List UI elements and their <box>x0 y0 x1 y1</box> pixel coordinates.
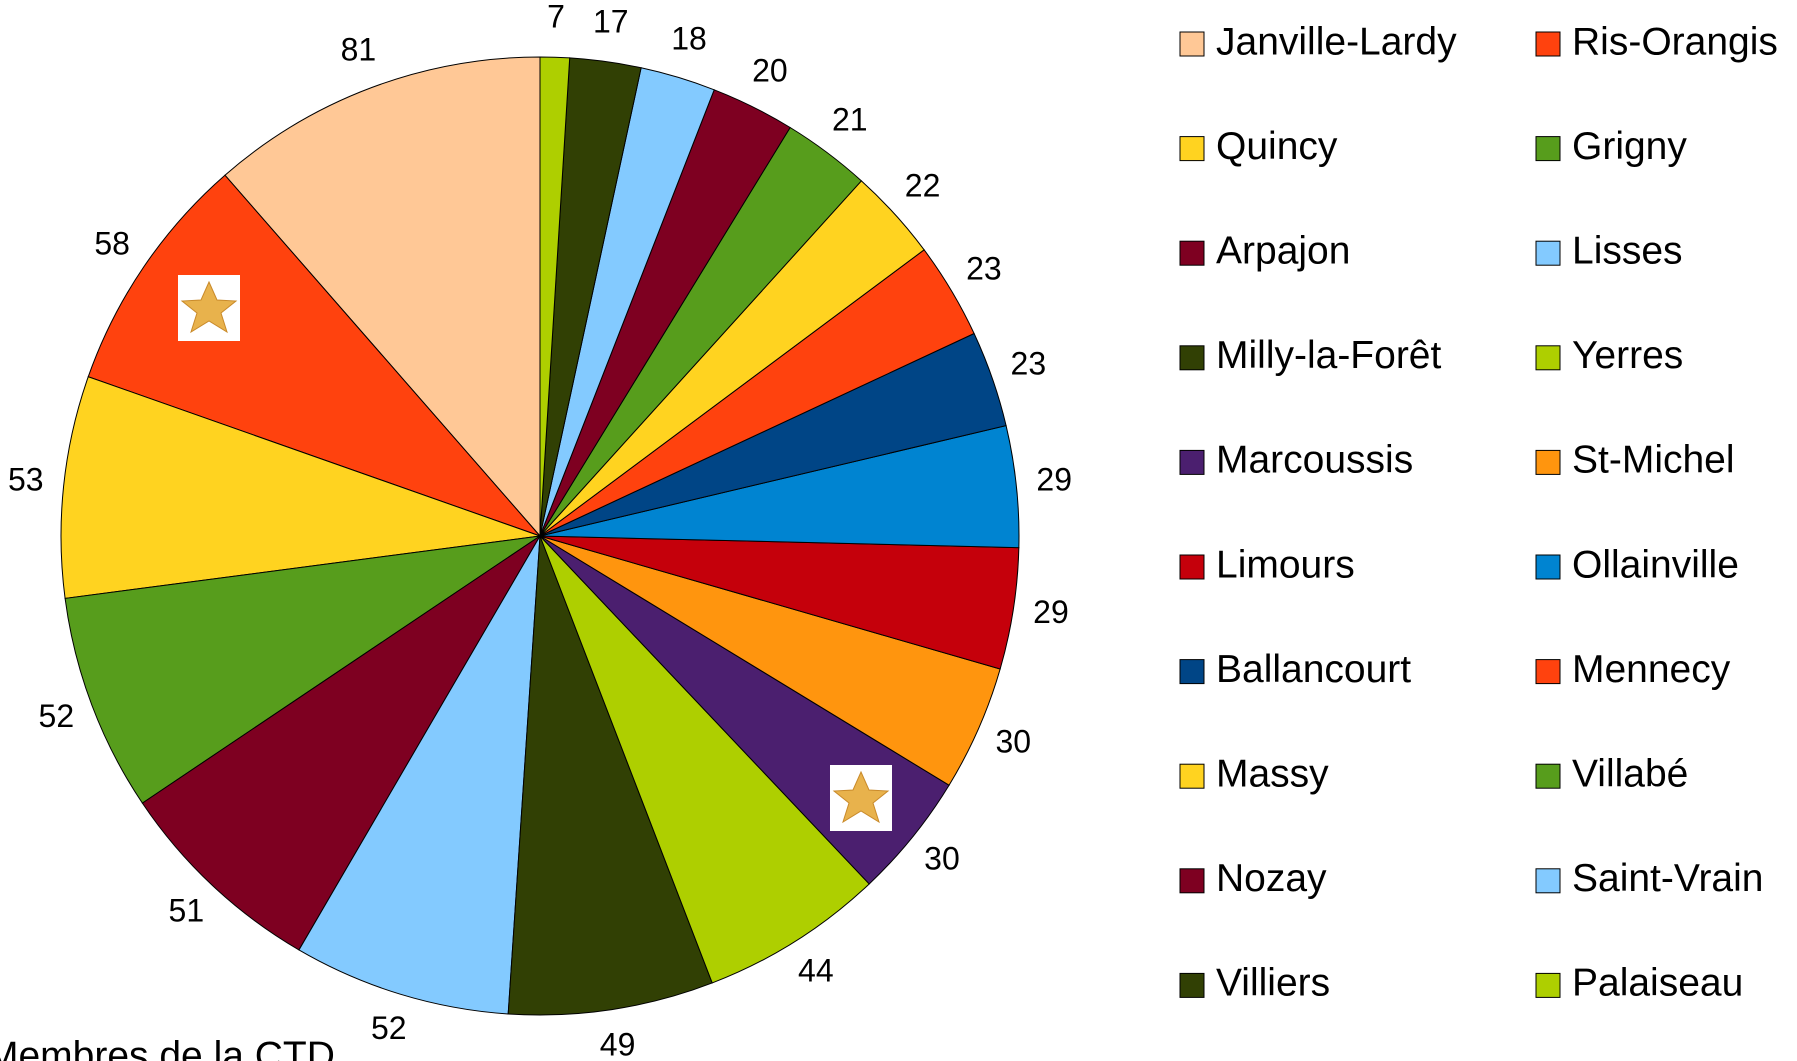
value-label: 51 <box>169 893 205 929</box>
legend-label: Janville-Lardy <box>1216 20 1457 63</box>
value-label: 21 <box>832 102 868 138</box>
legend-swatch <box>1179 31 1205 57</box>
value-label: 22 <box>905 168 941 204</box>
value-label: 49 <box>600 1027 636 1061</box>
legend-label: Ris-Orangis <box>1572 20 1778 63</box>
legend-label: Lisses <box>1572 229 1683 272</box>
legend-swatch <box>1535 449 1561 475</box>
value-label: 23 <box>1011 346 1047 382</box>
value-label: 17 <box>593 3 629 39</box>
legend-swatch <box>1179 554 1205 580</box>
legend-label: St-Michel <box>1572 439 1735 482</box>
legend-swatch <box>1179 240 1205 266</box>
legend-label: Quincy <box>1216 125 1338 168</box>
legend-swatch <box>1535 763 1561 789</box>
legend-label: Saint-Vrain <box>1572 857 1763 900</box>
pie-slice <box>64 535 541 804</box>
legend-swatch <box>1179 972 1205 998</box>
legend-label: Arpajon <box>1216 229 1350 272</box>
legend-label: Mennecy <box>1572 648 1731 691</box>
value-label: 23 <box>966 250 1002 286</box>
value-label: 58 <box>94 225 130 261</box>
value-label: 29 <box>1033 594 1069 630</box>
pie-slice <box>298 535 541 1015</box>
value-label: 30 <box>924 841 960 877</box>
legend-swatch <box>1535 659 1561 685</box>
legend-label: Ballancourt <box>1216 648 1411 691</box>
legend-swatch <box>1179 136 1205 162</box>
value-label: 30 <box>995 724 1031 760</box>
star-icon <box>830 765 892 831</box>
legend-swatch <box>1179 763 1205 789</box>
pie-slice <box>539 56 571 537</box>
value-label: 44 <box>798 953 834 989</box>
slices <box>60 56 1020 1016</box>
value-labels: 81 58 53 52 51 52 49 44 30 30 29 29 23 23 22 21 20 18 17 7 <box>8 0 1072 1061</box>
legend-swatch <box>1535 31 1561 57</box>
legend-swatch <box>1535 868 1561 894</box>
legend-label: Villiers <box>1216 962 1330 1005</box>
value-label: 52 <box>371 1010 407 1046</box>
legend-swatch <box>1535 345 1561 371</box>
legend-swatch <box>1535 240 1561 266</box>
value-label: 53 <box>8 462 44 498</box>
legend-label: Marcoussis <box>1216 439 1413 482</box>
legend-label: Grigny <box>1572 125 1687 168</box>
legend-label: Massy <box>1216 752 1329 795</box>
legend-swatch <box>1179 345 1205 371</box>
pie-slice <box>87 174 542 538</box>
legend-label: Nozay <box>1216 857 1327 900</box>
legend-label: Yerres <box>1572 334 1683 377</box>
value-label: 81 <box>341 31 377 67</box>
value-label: 20 <box>752 52 788 88</box>
legend-label: Milly-la-Forêt <box>1216 334 1442 377</box>
legend-swatch <box>1535 972 1561 998</box>
pie-slice <box>60 376 541 599</box>
legend-swatch <box>1179 868 1205 894</box>
legend-label: Limours <box>1216 543 1355 586</box>
value-label: 18 <box>671 20 707 56</box>
pie-slice <box>539 535 870 984</box>
star-icon <box>178 275 240 341</box>
pie-slice <box>507 535 713 1016</box>
value-label: 29 <box>1036 462 1072 498</box>
legend-swatch <box>1179 659 1205 685</box>
legend-swatch <box>1179 449 1205 475</box>
pie-slice <box>224 56 541 538</box>
pie-slice <box>141 535 541 951</box>
value-label: 52 <box>39 698 75 734</box>
legend-label: Palaiseau <box>1572 962 1743 1005</box>
legend-label: Ollainville <box>1572 543 1739 586</box>
legend-swatch <box>1535 554 1561 580</box>
annotation: Membres de la CTD <box>0 1034 335 1061</box>
value-label: 7 <box>547 0 565 35</box>
legend: Janville-Lardy Ris-Orangis Quincy Grigny Arp… <box>1179 20 1778 1005</box>
legend-swatch <box>1535 136 1561 162</box>
legend-label: Villabé <box>1572 752 1688 795</box>
